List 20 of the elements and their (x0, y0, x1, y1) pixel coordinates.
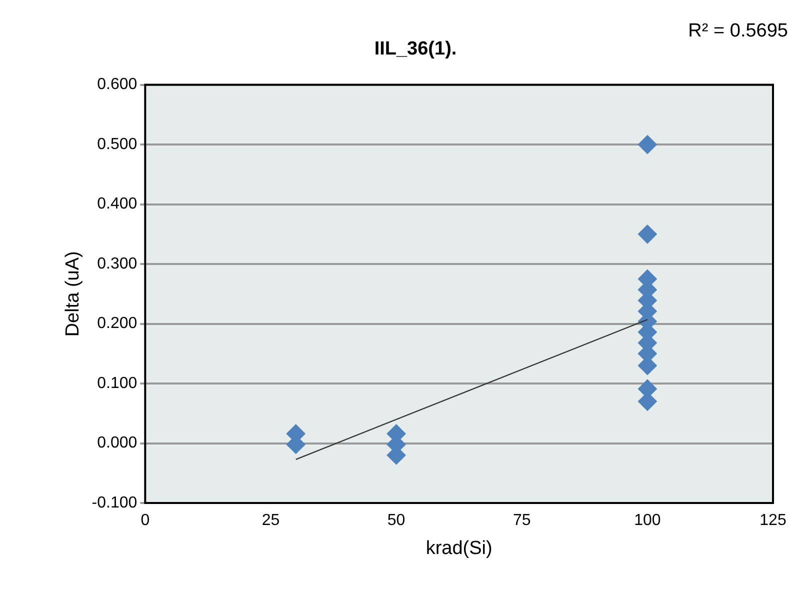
chart-title: IIL_36(1). (374, 38, 457, 60)
x-tick-label: 25 (262, 512, 280, 530)
x-tick-label: 0 (140, 512, 150, 530)
y-tick-label: 0.300 (97, 255, 138, 272)
y-tick-label: 0.000 (97, 434, 138, 452)
x-tick-label: 125 (760, 512, 786, 530)
y-tick-label: 0.400 (97, 196, 138, 213)
y-tick-label: 0.500 (97, 136, 138, 153)
text: R² = 0.5695 (688, 20, 788, 42)
point (638, 135, 657, 154)
y-tick-label: 0.100 (97, 374, 138, 392)
point (638, 224, 657, 244)
x-axis-title: krad(Si) (426, 538, 492, 559)
x-tick-label: 100 (634, 512, 661, 530)
y-tick-label: -0.100 (92, 494, 138, 512)
y-axis-title: Delta (uA) (62, 251, 84, 337)
y-tick-label: 0.200 (97, 315, 138, 332)
x-tick-label: 50 (387, 512, 406, 530)
y-tick-label: 0.600 (97, 76, 138, 94)
x-tick-label: 75 (512, 512, 531, 530)
